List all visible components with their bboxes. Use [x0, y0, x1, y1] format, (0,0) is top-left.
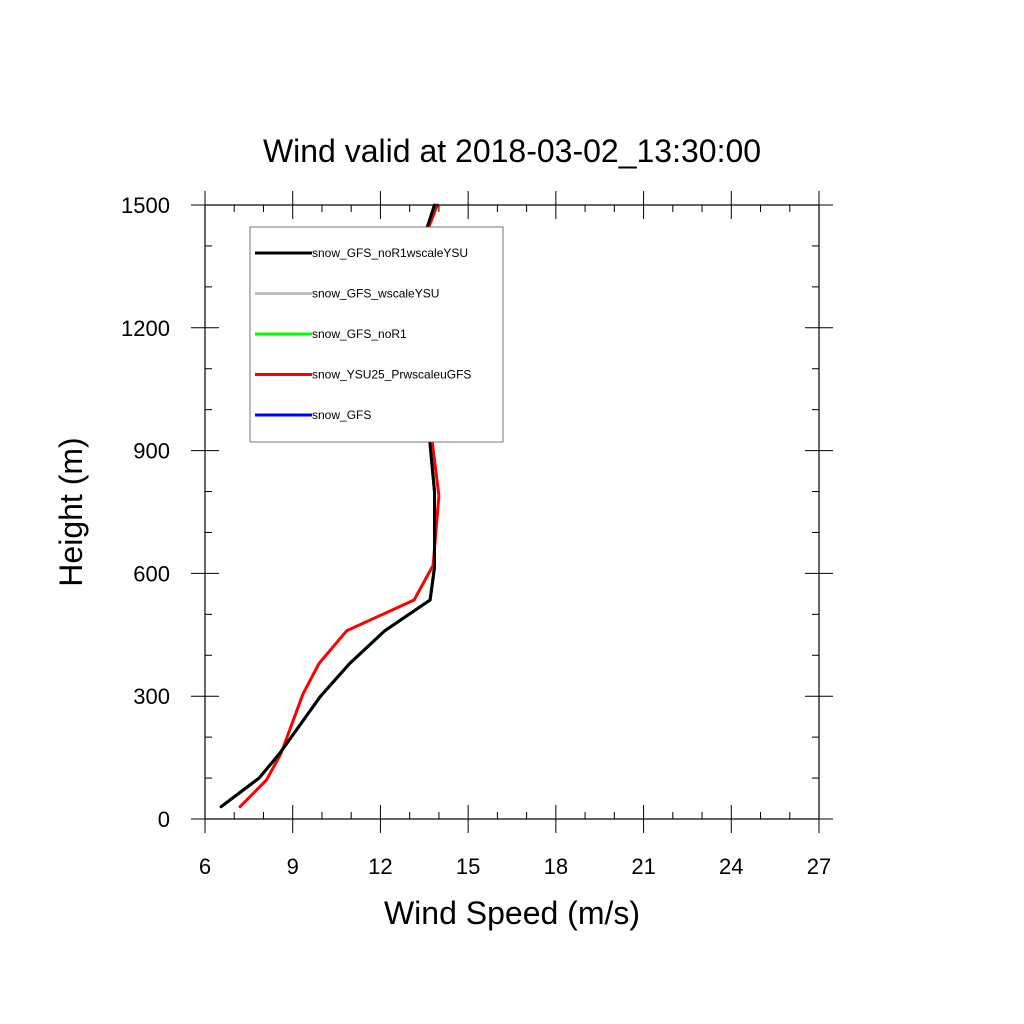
legend-label: snow_GFS: [312, 408, 371, 422]
x-tick-label: 27: [807, 854, 831, 879]
y-tick-label: 600: [133, 561, 170, 586]
x-tick-label: 18: [544, 854, 568, 879]
legend-label: snow_YSU25_PrwscaleuGFS: [312, 368, 471, 382]
y-axis-label: Height (m): [53, 437, 89, 586]
y-tick-label: 1200: [121, 316, 170, 341]
x-tick-label: 6: [199, 854, 211, 879]
legend-label: snow_GFS_noR1: [312, 327, 407, 341]
x-tick-label: 21: [631, 854, 655, 879]
x-tick-label: 15: [456, 854, 480, 879]
x-tick-label: 24: [719, 854, 743, 879]
plot-frame: [204, 204, 820, 820]
tick-labels: 6 9 12 15 18 21 24 27 0 300 600 900 1200 1500: [121, 193, 831, 879]
x-axis-label: Wind Speed (m/s): [384, 895, 640, 931]
chart-title: Wind valid at 2018-03-02_13:30:00: [263, 133, 761, 169]
y-tick-label: 300: [133, 684, 170, 709]
legend: snow_GFS_noR1wscaleYSU snow_GFS_wscaleYSU…: [249, 226, 504, 443]
legend-label: snow_GFS_noR1wscaleYSU: [312, 246, 468, 260]
y-tick-label: 0: [158, 807, 170, 832]
legend-label: snow_GFS_wscaleYSU: [312, 287, 439, 301]
y-tick-label: 900: [133, 439, 170, 464]
x-tick-label: 9: [287, 854, 299, 879]
x-tick-label: 12: [368, 854, 392, 879]
y-tick-label: 1500: [121, 193, 170, 218]
